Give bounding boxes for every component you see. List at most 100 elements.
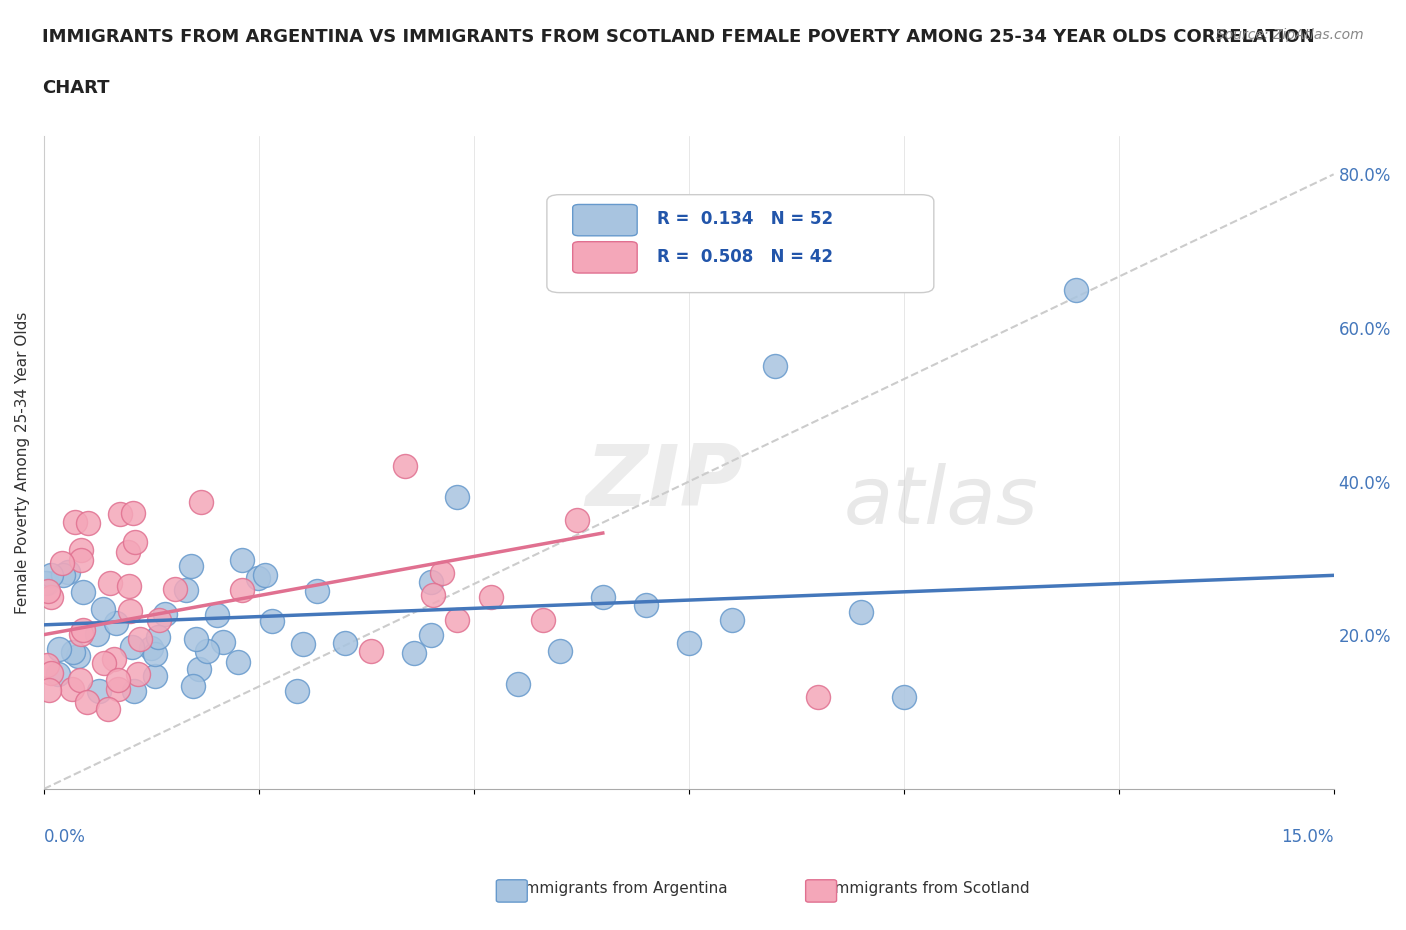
Point bbox=[89, 684, 111, 698]
Point bbox=[404, 645, 426, 660]
Point bbox=[127, 666, 149, 681]
Point bbox=[143, 647, 166, 662]
Point bbox=[190, 495, 212, 510]
Point bbox=[1064, 282, 1087, 297]
Point bbox=[65, 514, 87, 529]
Point bbox=[446, 613, 468, 628]
Point bbox=[212, 635, 235, 650]
Point bbox=[107, 672, 129, 687]
Point bbox=[419, 628, 441, 643]
Point bbox=[186, 631, 208, 646]
Point bbox=[34, 576, 56, 591]
Point bbox=[103, 651, 125, 666]
Point bbox=[153, 606, 176, 621]
Point bbox=[565, 512, 588, 527]
Point bbox=[37, 576, 59, 591]
Point bbox=[139, 641, 162, 656]
Point bbox=[188, 662, 211, 677]
Point bbox=[37, 584, 59, 599]
Point bbox=[122, 506, 145, 521]
Y-axis label: Female Poverty Among 25-34 Year Olds: Female Poverty Among 25-34 Year Olds bbox=[15, 312, 30, 614]
Point bbox=[360, 644, 382, 658]
Point bbox=[39, 590, 62, 604]
Point bbox=[634, 597, 657, 612]
Point bbox=[195, 644, 218, 658]
Point bbox=[419, 575, 441, 590]
Point bbox=[121, 640, 143, 655]
Point bbox=[262, 614, 284, 629]
Text: Immigrants from Scotland: Immigrants from Scotland bbox=[830, 881, 1029, 896]
Point bbox=[292, 636, 315, 651]
Point bbox=[97, 701, 120, 716]
Point bbox=[105, 616, 128, 631]
Point bbox=[678, 635, 700, 650]
Text: 0.0%: 0.0% bbox=[44, 828, 86, 846]
Point bbox=[108, 506, 131, 521]
Point bbox=[893, 689, 915, 704]
Text: atlas: atlas bbox=[844, 462, 1038, 540]
Point bbox=[67, 648, 90, 663]
Point bbox=[51, 555, 73, 570]
Point bbox=[226, 655, 249, 670]
Point bbox=[305, 584, 328, 599]
Point bbox=[76, 694, 98, 709]
Point bbox=[56, 565, 79, 579]
Point bbox=[107, 682, 129, 697]
Point bbox=[117, 544, 139, 559]
Text: 15.0%: 15.0% bbox=[1281, 828, 1334, 846]
Point bbox=[128, 632, 150, 647]
Point bbox=[69, 626, 91, 641]
Point bbox=[548, 644, 571, 658]
Point bbox=[333, 635, 356, 650]
Point bbox=[849, 604, 872, 619]
Point bbox=[207, 607, 229, 622]
Text: IMMIGRANTS FROM ARGENTINA VS IMMIGRANTS FROM SCOTLAND FEMALE POVERTY AMONG 25-34: IMMIGRANTS FROM ARGENTINA VS IMMIGRANTS … bbox=[42, 28, 1315, 46]
Point bbox=[254, 567, 277, 582]
Point bbox=[422, 588, 444, 603]
Point bbox=[163, 581, 186, 596]
Point bbox=[285, 684, 308, 698]
Point bbox=[118, 604, 141, 618]
Point bbox=[118, 579, 141, 594]
Point bbox=[100, 576, 122, 591]
Point bbox=[39, 665, 62, 680]
Point bbox=[479, 590, 502, 604]
Text: R =  0.508   N = 42: R = 0.508 N = 42 bbox=[657, 248, 832, 266]
Point bbox=[180, 559, 202, 574]
Point bbox=[72, 585, 94, 600]
Point bbox=[508, 676, 530, 691]
Point bbox=[148, 613, 170, 628]
Point bbox=[231, 552, 253, 567]
Point bbox=[174, 582, 197, 597]
FancyBboxPatch shape bbox=[572, 242, 637, 273]
Point bbox=[231, 583, 253, 598]
Point bbox=[86, 626, 108, 641]
Point bbox=[430, 565, 453, 580]
Point bbox=[531, 613, 554, 628]
Point bbox=[122, 684, 145, 698]
Point bbox=[69, 673, 91, 688]
Point bbox=[69, 552, 91, 567]
Point bbox=[62, 644, 84, 659]
Point bbox=[62, 682, 84, 697]
Point bbox=[763, 359, 786, 374]
Point bbox=[38, 683, 60, 698]
Point bbox=[41, 568, 63, 583]
Point bbox=[93, 602, 115, 617]
FancyBboxPatch shape bbox=[572, 205, 637, 236]
Point bbox=[246, 571, 269, 586]
Text: CHART: CHART bbox=[42, 79, 110, 97]
Point bbox=[146, 630, 169, 644]
Point bbox=[35, 658, 58, 672]
Point bbox=[48, 642, 70, 657]
Point bbox=[93, 656, 115, 671]
Point bbox=[592, 590, 614, 604]
Point bbox=[720, 613, 742, 628]
Point bbox=[77, 516, 100, 531]
Text: Source: ZipAtlas.com: Source: ZipAtlas.com bbox=[1216, 28, 1364, 42]
Point bbox=[181, 678, 204, 693]
Point bbox=[52, 567, 75, 582]
Point bbox=[70, 543, 93, 558]
Text: R =  0.134   N = 52: R = 0.134 N = 52 bbox=[657, 210, 832, 229]
Point bbox=[446, 489, 468, 504]
